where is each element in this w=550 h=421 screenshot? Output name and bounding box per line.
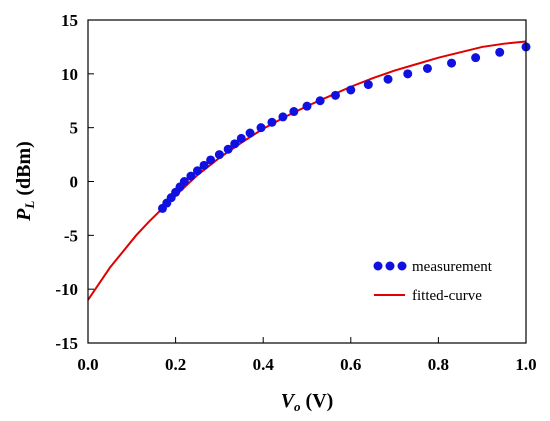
measurement-point <box>278 112 288 122</box>
y-axis-title-sub: L <box>22 201 37 210</box>
measurement-point <box>315 96 325 106</box>
x-axis-title-unit: (V) <box>301 390 334 412</box>
plot-area <box>87 40 531 301</box>
y-tick-label: -5 <box>64 226 78 245</box>
legend-marker-measurement <box>385 261 395 271</box>
measurement-point <box>471 53 481 63</box>
x-axis-title-sub: o <box>294 399 301 414</box>
measurement-point <box>199 160 209 170</box>
measurement-point <box>363 80 373 90</box>
measurement-point <box>223 144 233 154</box>
measurement-point <box>495 47 505 57</box>
measurement-point <box>403 69 413 79</box>
legend-label-fitted-curve: fitted-curve <box>412 288 482 304</box>
x-tick-label: 0.2 <box>165 355 186 374</box>
x-tick-label: 0.6 <box>340 355 361 374</box>
measurement-point <box>330 90 340 100</box>
x-tick-label: 0.4 <box>253 355 275 374</box>
measurement-point <box>289 107 299 117</box>
legend-marker-measurement <box>373 261 383 271</box>
measurement-point <box>230 139 240 149</box>
y-tick-label: -10 <box>55 280 78 299</box>
y-tick-label: -15 <box>55 334 78 353</box>
measurement-point <box>186 171 196 181</box>
measurement-point <box>193 166 202 176</box>
measurement-point <box>179 177 189 186</box>
measurement-point <box>206 155 216 165</box>
x-tick-label: 0.8 <box>428 355 449 374</box>
legend: measurement fitted-curve <box>373 259 493 304</box>
y-tick-label: 10 <box>61 65 78 84</box>
measurement-point <box>447 58 457 68</box>
x-tick-label: 0.0 <box>77 355 98 374</box>
measurement-point <box>256 123 266 133</box>
y-axis-title: PL (dBm) <box>13 141 37 222</box>
x-axis-title-main: V <box>281 390 296 412</box>
y-axis-title-main: P <box>13 208 35 222</box>
y-tick-label: 5 <box>70 119 79 138</box>
y-tick-label: 15 <box>61 11 78 30</box>
measurement-point <box>302 101 312 111</box>
measurement-point <box>214 150 224 160</box>
legend-item-fitted-curve: fitted-curve <box>374 288 482 304</box>
legend-label-measurement: measurement <box>412 259 493 275</box>
measurement-point <box>245 128 255 138</box>
measurement-point <box>346 85 356 95</box>
measurement-point <box>267 117 277 127</box>
measurement-point <box>236 133 246 143</box>
y-tick-label: 0 <box>70 173 79 192</box>
legend-marker-measurement <box>397 261 407 271</box>
y-axis: -15 -10 -5 0 5 10 15 <box>55 11 94 353</box>
y-axis-title-unit: (dBm) <box>13 141 35 200</box>
x-axis-title: Vo (V) <box>281 390 334 414</box>
x-axis: 0.0 0.2 0.4 0.6 0.8 1.0 <box>77 337 537 374</box>
x-tick-label: 1.0 <box>515 355 536 374</box>
legend-item-measurement: measurement <box>373 259 493 275</box>
measurement-point <box>422 63 432 73</box>
measurement-point <box>383 74 393 84</box>
